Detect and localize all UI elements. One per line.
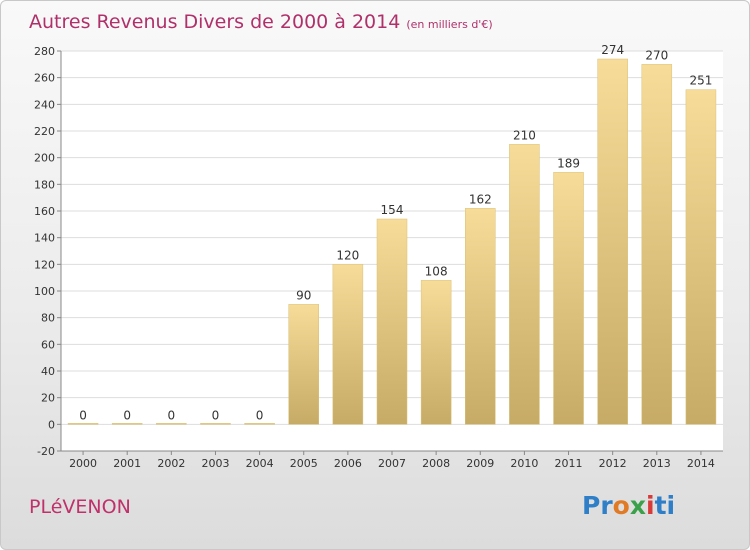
data-label-2002: 0 bbox=[168, 408, 176, 422]
y-tick-label: 20 bbox=[41, 392, 55, 405]
y-tick-label: 40 bbox=[41, 365, 55, 378]
y-tick-label: 160 bbox=[34, 205, 55, 218]
y-tick-label: -20 bbox=[37, 445, 55, 458]
chart-title-text: Autres Revenus Divers de 2000 à 2014 bbox=[29, 11, 401, 33]
bar-2001 bbox=[111, 423, 143, 425]
x-tick-label-2012: 2012 bbox=[599, 457, 627, 470]
y-tick-label: 220 bbox=[34, 125, 55, 138]
data-label-2005: 90 bbox=[296, 288, 311, 302]
y-tick-label: 80 bbox=[41, 312, 55, 325]
bar-2000 bbox=[67, 423, 99, 425]
x-tick-label-2009: 2009 bbox=[466, 457, 494, 470]
data-label-2008: 108 bbox=[425, 264, 448, 278]
y-tick-label: 60 bbox=[41, 338, 55, 351]
x-tick-label-2011: 2011 bbox=[555, 457, 583, 470]
proxiti-logo: Proxiti bbox=[582, 491, 676, 520]
data-label-2014: 251 bbox=[689, 74, 712, 88]
x-tick-label-2008: 2008 bbox=[422, 457, 450, 470]
data-label-2001: 0 bbox=[123, 408, 131, 422]
x-tick-label-2000: 2000 bbox=[69, 457, 97, 470]
commune-name: PLéVENON bbox=[29, 496, 131, 518]
bar-2014 bbox=[685, 89, 717, 425]
x-tick-label-2004: 2004 bbox=[246, 457, 274, 470]
bar-2009 bbox=[465, 208, 496, 425]
bar-2008 bbox=[420, 280, 452, 425]
bar-2002 bbox=[156, 423, 187, 425]
data-label-2000: 0 bbox=[79, 408, 87, 422]
x-tick-label-2014: 2014 bbox=[687, 457, 715, 470]
bar-2012 bbox=[597, 58, 628, 425]
x-tick-label-2005: 2005 bbox=[290, 457, 318, 470]
y-tick-label: 260 bbox=[34, 72, 55, 85]
y-tick-label: 200 bbox=[34, 152, 55, 165]
data-label-2004: 0 bbox=[256, 408, 264, 422]
y-tick-label: 240 bbox=[34, 98, 55, 111]
data-label-2006: 120 bbox=[336, 248, 359, 262]
y-tick-label: 120 bbox=[34, 258, 55, 271]
bar-2003 bbox=[200, 423, 231, 425]
bar-2005 bbox=[288, 304, 319, 425]
data-label-2011: 189 bbox=[557, 156, 580, 170]
x-tick-label-2002: 2002 bbox=[157, 457, 185, 470]
y-tick-label: 140 bbox=[34, 232, 55, 245]
bar-2004 bbox=[244, 423, 275, 425]
bar-2007 bbox=[376, 218, 408, 425]
bar-2013 bbox=[641, 64, 673, 425]
y-tick-label: 180 bbox=[34, 178, 55, 191]
data-label-2007: 154 bbox=[381, 203, 404, 217]
x-tick-label-2007: 2007 bbox=[378, 457, 406, 470]
chart-unit: (en milliers d'€) bbox=[406, 18, 493, 31]
bar-2011 bbox=[553, 172, 584, 425]
data-label-2003: 0 bbox=[212, 408, 220, 422]
data-label-2013: 270 bbox=[645, 48, 668, 62]
chart-title: Autres Revenus Divers de 2000 à 2014 (en … bbox=[29, 11, 493, 33]
y-tick-label: 280 bbox=[34, 45, 55, 58]
data-label-2010: 210 bbox=[513, 128, 536, 142]
bar-2010 bbox=[509, 144, 540, 425]
x-tick-label-2001: 2001 bbox=[113, 457, 141, 470]
data-label-2009: 162 bbox=[469, 192, 492, 206]
y-tick-label: 100 bbox=[34, 285, 55, 298]
data-label-2012: 274 bbox=[601, 43, 624, 57]
x-tick-label-2013: 2013 bbox=[643, 457, 671, 470]
x-tick-label-2010: 2010 bbox=[510, 457, 538, 470]
y-tick-label: 0 bbox=[48, 418, 55, 431]
x-tick-label-2006: 2006 bbox=[334, 457, 362, 470]
bar-2006 bbox=[332, 264, 364, 425]
x-tick-label-2003: 2003 bbox=[201, 457, 229, 470]
